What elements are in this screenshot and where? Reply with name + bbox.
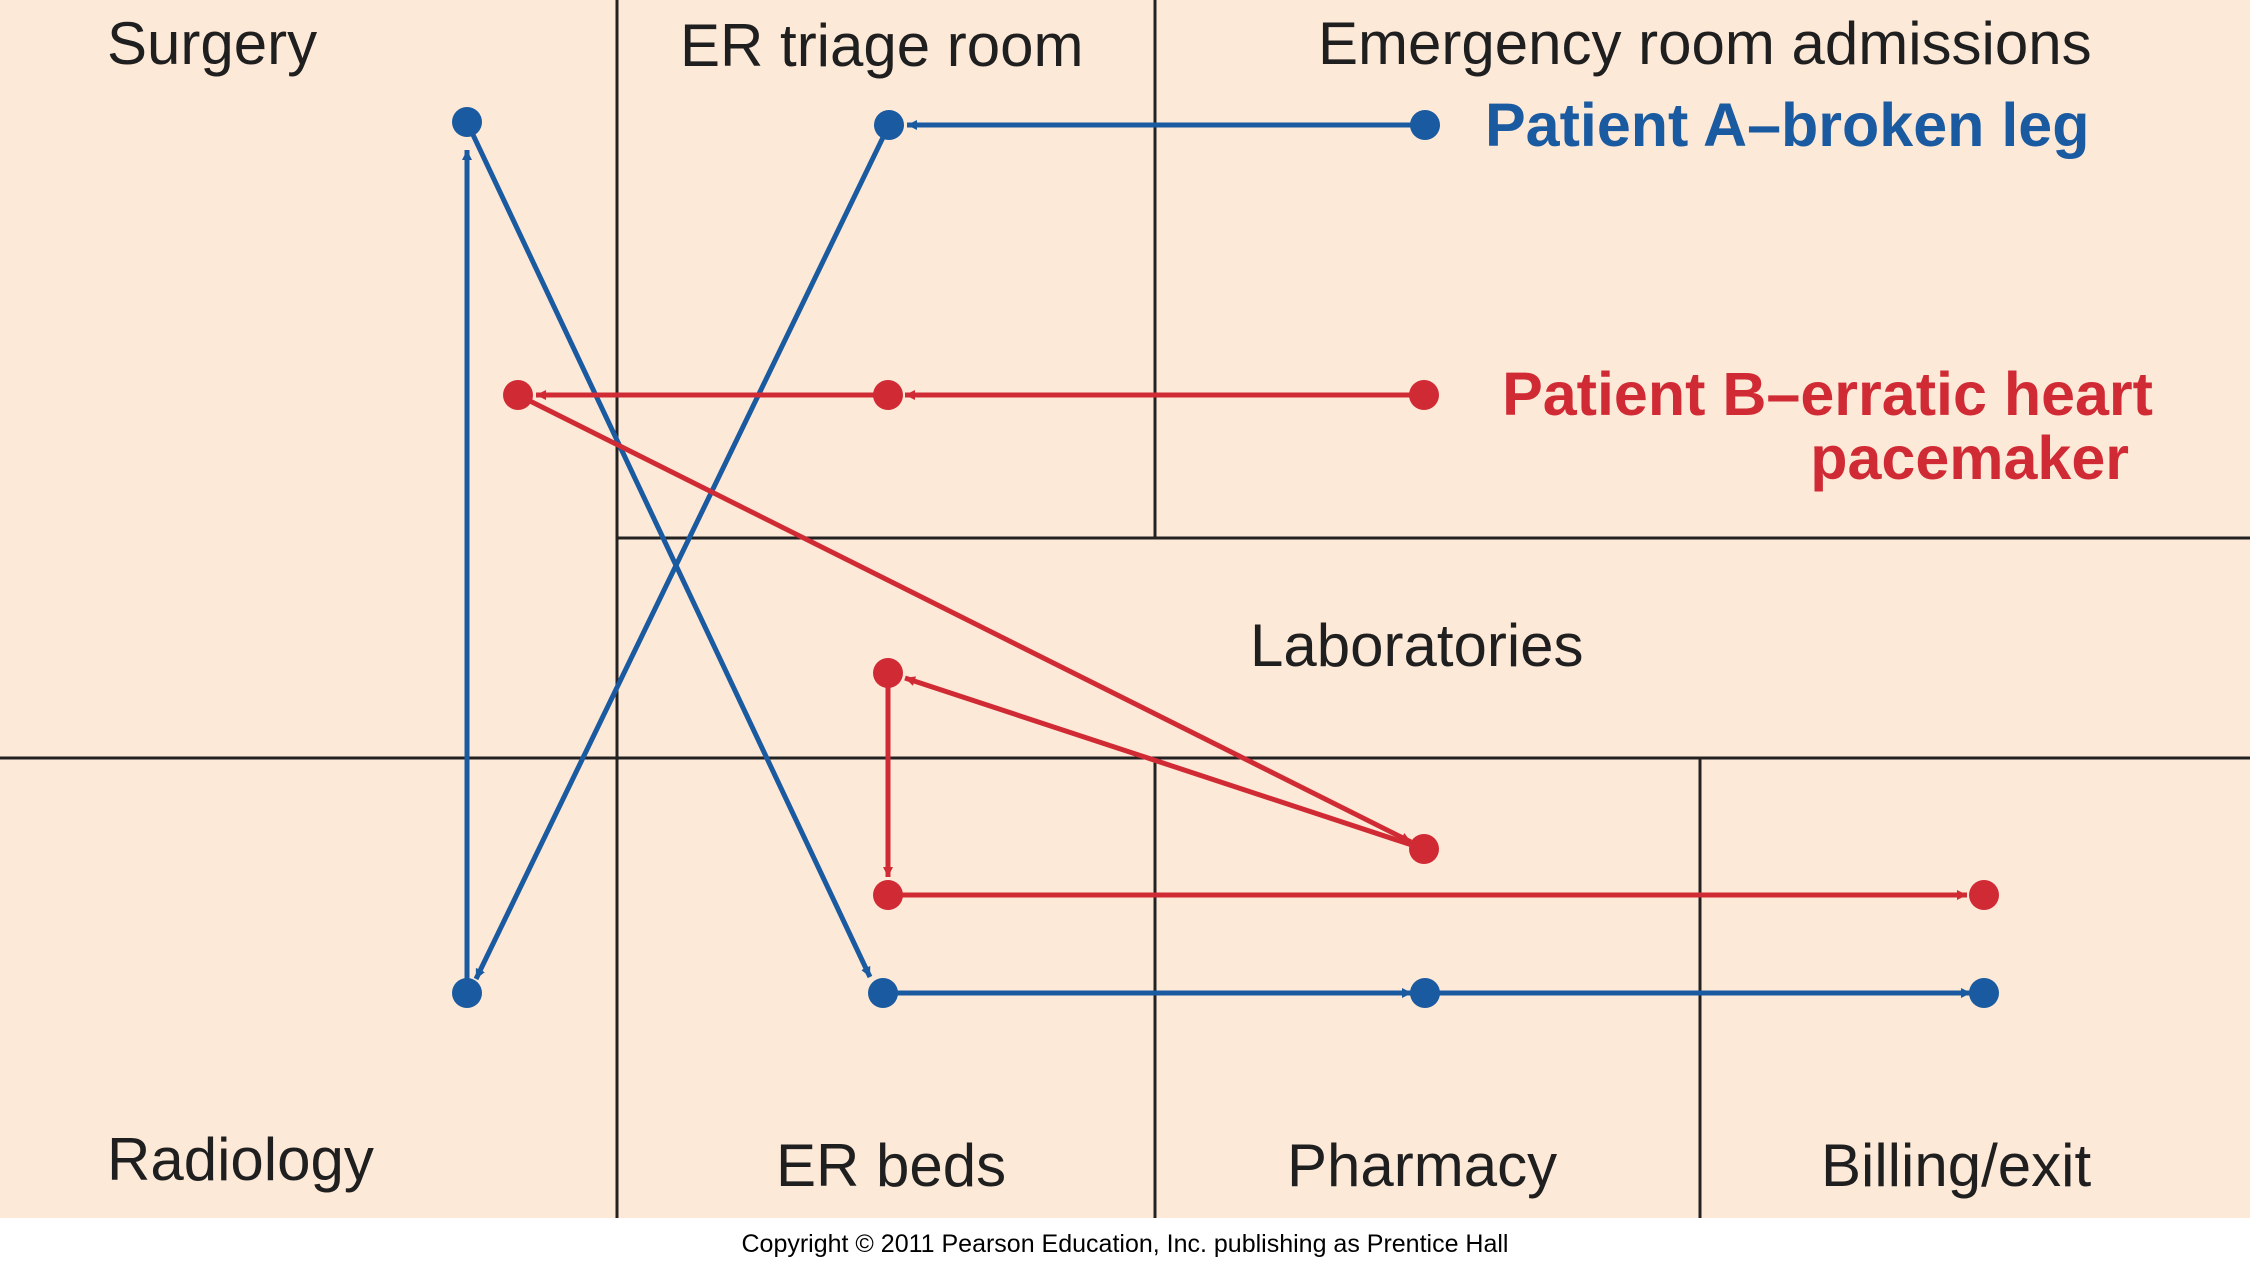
patient-b-stop-surgery	[503, 380, 533, 410]
patient-a-stop-admissions	[1410, 110, 1440, 140]
patient-a-arrow-surgery-to-beds	[464, 120, 873, 979]
patient-b-stop-admissions	[1409, 380, 1439, 410]
department-label-er-triage-room: ER triage room	[680, 12, 1084, 79]
department-label-billing-exit: Billing/exit	[1821, 1132, 2092, 1199]
department-boundaries	[0, 0, 2250, 1218]
patient-b-stop-er-beds	[873, 880, 903, 910]
patient-b-stops	[503, 380, 1999, 910]
patient-a-stop-surgery	[452, 107, 482, 137]
patient-b-stop-billing	[1969, 880, 1999, 910]
patient-b-label-line-2: pacemaker	[1810, 424, 2129, 493]
patient-b-path	[516, 390, 1967, 900]
patient-a-arrow-triage-to-radiology	[473, 123, 892, 981]
patient-a-stop-radiology	[452, 978, 482, 1008]
floor-plan-background	[0, 0, 2250, 1218]
patient-b-stop-pharmacy	[1409, 834, 1439, 864]
patient-a-label: Patient A–broken leg	[1485, 91, 2090, 159]
patient-a-stops	[452, 107, 1999, 1008]
department-label-pharmacy: Pharmacy	[1287, 1132, 1558, 1199]
department-label-er-beds: ER beds	[776, 1132, 1007, 1199]
patient-b-arrow-pharmacy-to-laboratory	[904, 675, 1425, 852]
department-label-laboratories: Laboratories	[1250, 612, 1584, 679]
patient-a-path	[462, 120, 1971, 998]
patient-a-stop-er-beds	[868, 978, 898, 1008]
patient-b-stop-triage	[873, 380, 903, 410]
patient-a-stop-pharmacy	[1410, 978, 1440, 1008]
patient-b-stop-laboratory	[873, 658, 903, 688]
patient-b-arrow-surgery-to-pharmacy	[516, 392, 1413, 845]
patient-b-label: Patient B–erratic heart pacemaker	[1502, 362, 2153, 490]
department-label-surgery: Surgery	[107, 10, 318, 77]
department-label-radiology: Radiology	[107, 1126, 374, 1193]
patient-b-label-line-1: Patient B–erratic heart	[1502, 360, 2153, 428]
patient-a-stop-billing	[1969, 978, 1999, 1008]
patient-a-stop-triage	[874, 110, 904, 140]
department-label-emergency-room-admissions: Emergency room admissions	[1318, 10, 2092, 77]
copyright-notice: Copyright © 2011 Pearson Education, Inc.…	[741, 1230, 1509, 1258]
